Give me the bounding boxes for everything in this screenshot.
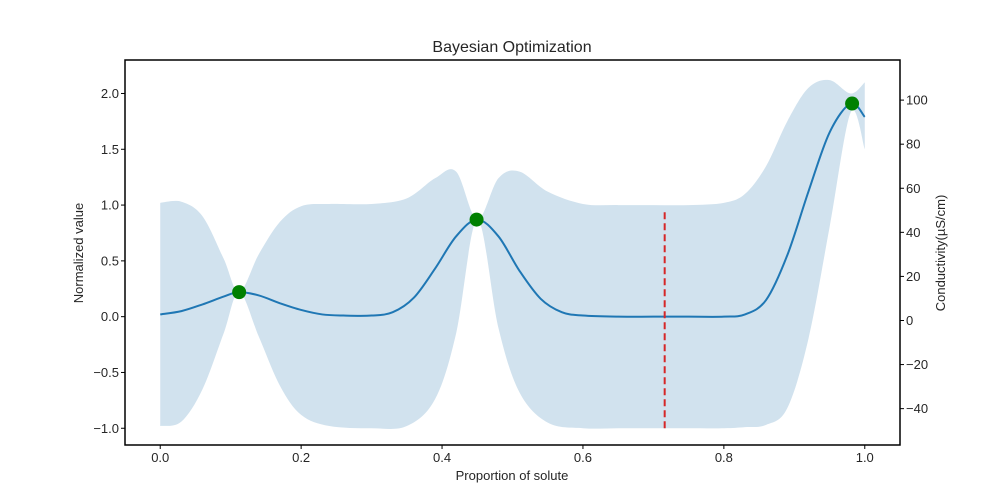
y2-axis-label: Conductivity(µS/cm)	[933, 195, 948, 312]
x-axis-ticks: 0.0 0.2 0.4 0.6 0.8 1.0	[151, 445, 874, 465]
y-tick-label: 0.0	[101, 309, 119, 324]
x-axis-label: Proportion of solute	[456, 468, 569, 483]
y2-tick-label: −40	[906, 401, 928, 416]
y-tick-label: −1.0	[93, 421, 119, 436]
y2-tick-label: 20	[906, 269, 920, 284]
y2-tick-label: 60	[906, 181, 920, 196]
x-tick-label: 1.0	[856, 450, 874, 465]
y-tick-label: 0.5	[101, 253, 119, 268]
confidence-band	[160, 79, 865, 429]
x-tick-label: 0.0	[151, 450, 169, 465]
y2-tick-label: 80	[906, 137, 920, 152]
y-tick-label: −0.5	[93, 365, 119, 380]
y-tick-label: 1.5	[101, 142, 119, 157]
y-tick-label: 1.0	[101, 198, 119, 213]
mean-line-layer	[160, 102, 866, 318]
plot-frame	[124, 59, 901, 446]
y-axis-ticks: −1.0 −0.5 0.0 0.5 1.0 1.5 2.0	[93, 86, 125, 436]
observation-point	[232, 285, 247, 300]
y2-axis-ticks: −40 −20 0 20 40 60 80 100	[900, 93, 928, 416]
observations-layer	[232, 96, 860, 300]
confidence-band-layer	[160, 79, 865, 429]
y2-tick-label: 0	[906, 313, 913, 328]
x-tick-label: 0.8	[715, 450, 733, 465]
mean-line	[160, 102, 866, 318]
y2-tick-label: 100	[906, 93, 928, 108]
y-axis-label: Normalized value	[71, 203, 86, 303]
x-tick-label: 0.2	[292, 450, 310, 465]
y2-tick-label: −20	[906, 357, 928, 372]
y-tick-label: 2.0	[101, 86, 119, 101]
observation-point	[845, 96, 860, 111]
x-tick-label: 0.4	[433, 450, 451, 465]
y2-tick-label: 40	[906, 225, 920, 240]
chart-title: Bayesian Optimization	[432, 39, 591, 56]
x-tick-label: 0.6	[574, 450, 592, 465]
observation-point	[469, 212, 484, 227]
